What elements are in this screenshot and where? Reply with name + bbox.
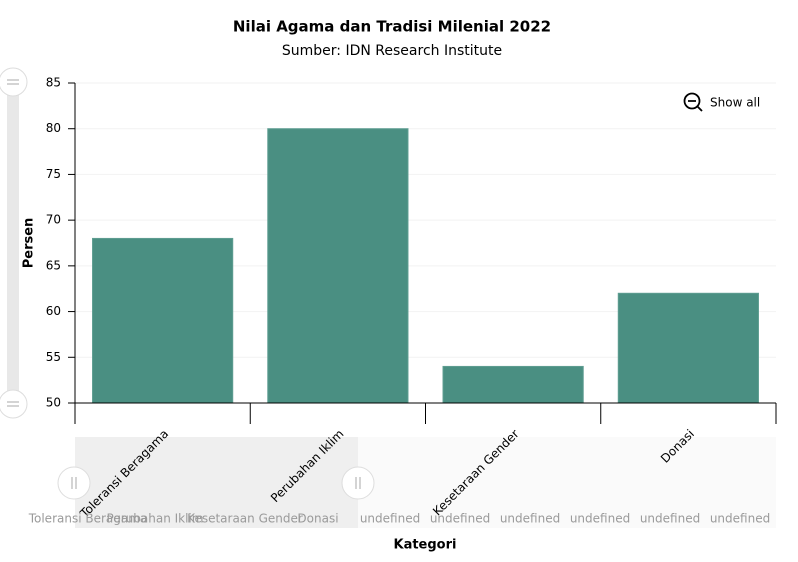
zoom-icon — [688, 100, 703, 112]
bar — [92, 237, 234, 404]
y-tick-label: 70 — [46, 213, 61, 227]
handle-grip — [7, 401, 19, 407]
scrollbar-label: Kesetaraan Gender — [187, 512, 303, 526]
y-tick-label: 65 — [46, 258, 61, 272]
y-tick-label: 50 — [46, 396, 61, 410]
scrollbar-label: Toleransi Beragama — [28, 512, 148, 526]
scrollbar-label: Donasi — [297, 512, 338, 526]
bar — [442, 365, 584, 404]
handle-grip — [71, 477, 77, 489]
zoom-out-button[interactable]: Show all — [683, 92, 761, 112]
scroll-handle[interactable] — [0, 67, 28, 97]
chart-title: Nilai Agama dan Tradisi Milenial 2022 — [233, 18, 551, 36]
y-axis-title: Persen — [22, 218, 37, 269]
scrollbar-label: undefined — [570, 512, 630, 526]
scroll-handle[interactable] — [341, 466, 375, 500]
handle-grip — [7, 79, 19, 85]
scroll-selection[interactable] — [75, 437, 358, 528]
y-tick-label: 80 — [46, 121, 61, 135]
scrollbar-label: undefined — [710, 512, 770, 526]
scrollbar-label: undefined — [640, 512, 700, 526]
scrollbar-label: undefined — [430, 512, 490, 526]
zoom-icon — [683, 92, 701, 110]
scrollbar-label: Perubahan Iklim — [107, 512, 204, 526]
bar — [617, 292, 759, 404]
chart-subtitle: Sumber: IDN Research Institute — [282, 43, 502, 59]
y-scrollbar[interactable] — [7, 82, 19, 404]
scrollbar-label: undefined — [500, 512, 560, 526]
scrollbar-label: undefined — [360, 512, 420, 526]
y-tick-label: 60 — [46, 304, 61, 318]
x-axis-title: Kategori — [394, 538, 457, 553]
scroll-handle[interactable] — [0, 389, 28, 419]
handle-grip — [355, 477, 361, 489]
bar — [267, 128, 409, 404]
scroll-handle[interactable] — [57, 466, 91, 500]
y-tick-label: 55 — [46, 350, 61, 364]
y-tick-label: 75 — [46, 167, 61, 181]
y-tick-label: 85 — [46, 76, 61, 90]
zoom-out-label[interactable]: Show all — [710, 96, 760, 110]
